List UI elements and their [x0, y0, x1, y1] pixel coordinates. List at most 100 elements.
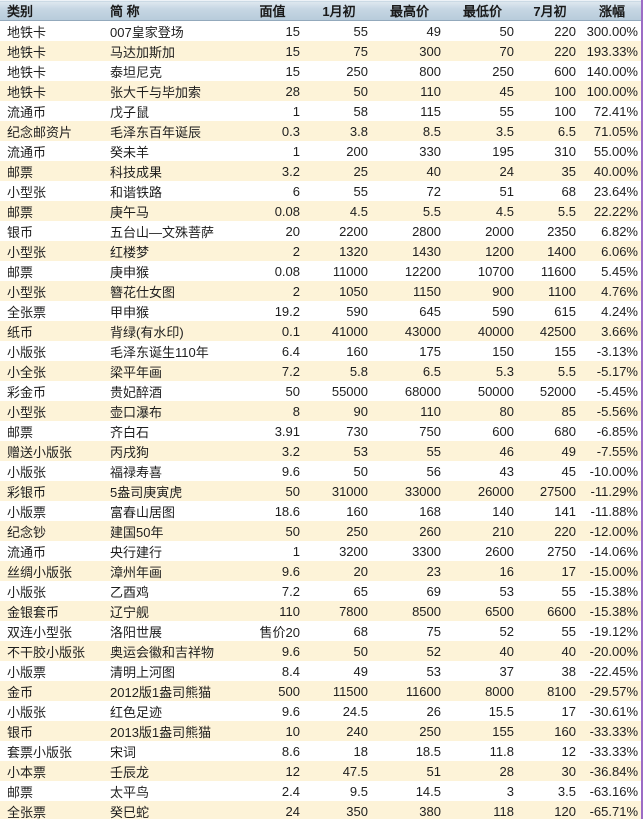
table-row: 小版张 毛泽东诞生110年 6.4 160 175 150 155 -3.13% [0, 341, 643, 361]
cell-face-value: 24 [285, 803, 300, 819]
table-row: 邮票 科技成果 3.2 25 40 24 35 40.00% [0, 161, 643, 181]
cell-category: 纪念钞 [7, 524, 47, 540]
cell-lowest: 4.5 [495, 203, 514, 219]
cell-short-name: 5盎司庚寅虎 [110, 484, 183, 500]
cell-short-name: 癸巳蛇 [110, 804, 150, 819]
cell-change: 6.82% [601, 223, 638, 239]
cell-early-jul: 12 [561, 743, 576, 759]
cell-change: -3.13% [596, 343, 638, 359]
cell-change: -10.00% [589, 463, 638, 479]
cell-early-jan: 1320 [339, 243, 368, 259]
cell-highest: 300 [419, 43, 441, 59]
cell-face-value: 15 [285, 63, 300, 79]
cell-face-value: 7.2 [281, 363, 300, 379]
cell-highest: 168 [419, 503, 441, 519]
cell-highest: 110 [420, 403, 441, 419]
table-row: 流通币 戊子鼠 1 58 115 55 100 72.41% [0, 101, 643, 121]
cell-category: 银币 [7, 224, 34, 240]
cell-lowest: 80 [499, 403, 514, 419]
cell-early-jan: 7800 [339, 603, 368, 619]
cell-highest: 12200 [404, 263, 441, 279]
cell-short-name: 簪花仕女图 [110, 284, 176, 300]
cell-early-jul: 120 [554, 803, 576, 819]
cell-category: 地铁卡 [7, 24, 47, 40]
cell-highest: 68000 [404, 383, 441, 399]
cell-early-jan: 240 [346, 723, 368, 739]
cell-early-jul: 141 [554, 503, 576, 519]
cell-change: 6.06% [601, 243, 638, 259]
cell-category: 流通币 [7, 144, 47, 160]
cell-short-name: 2012版1盎司熊猫 [110, 684, 212, 700]
table-row: 不干胶小版张 奥运会徽和吉祥物 9.6 50 52 40 40 -20.00% [0, 641, 643, 661]
cell-face-value: 8.6 [281, 743, 300, 759]
cell-lowest: 2600 [485, 543, 514, 559]
cell-lowest: 37 [499, 663, 514, 679]
cell-early-jan: 55000 [331, 383, 368, 399]
cell-lowest: 1200 [485, 243, 514, 259]
cell-highest: 69 [426, 583, 441, 599]
cell-early-jul: 45 [561, 463, 576, 479]
cell-highest: 5.5 [422, 203, 441, 219]
cell-short-name: 贵妃醉酒 [110, 384, 163, 400]
cell-lowest: 70 [499, 43, 514, 59]
cell-face-value: 10 [285, 723, 300, 739]
cell-change: -5.45% [596, 383, 638, 399]
cell-highest: 43000 [404, 323, 441, 339]
cell-early-jan: 3200 [339, 543, 368, 559]
cell-highest: 14.5 [415, 783, 441, 799]
cell-highest: 11600 [405, 683, 441, 699]
cell-early-jul: 3.5 [557, 783, 576, 799]
cell-category: 小版票 [7, 504, 47, 520]
table-row: 纪念钞 建国50年 50 250 260 210 220 -12.00% [0, 521, 643, 541]
cell-category: 地铁卡 [7, 64, 47, 80]
cell-lowest: 140 [492, 503, 514, 519]
table-row: 小全张 梁平年画 7.2 5.8 6.5 5.3 5.5 -5.17% [0, 361, 643, 381]
cell-early-jan: 4.5 [349, 203, 368, 219]
cell-short-name: 马达加斯加 [110, 44, 176, 60]
cell-change: -11.29% [590, 483, 638, 499]
cell-change: 3.66% [601, 323, 638, 339]
cell-short-name: 庚午马 [110, 204, 150, 220]
column-header-highest: 最高价 [373, 0, 446, 21]
cell-change: -22.45% [589, 663, 638, 679]
cell-highest: 175 [419, 343, 441, 359]
cell-early-jul: 68 [561, 183, 576, 199]
cell-face-value: 18.6 [274, 503, 300, 519]
cell-early-jul: 5.5 [557, 203, 576, 219]
cell-early-jul: 85 [561, 403, 576, 419]
cell-change: -29.57% [589, 683, 638, 699]
cell-category: 金币 [7, 684, 34, 700]
cell-early-jul: 17 [561, 563, 576, 579]
cell-highest: 330 [419, 143, 441, 159]
cell-change: -15.38% [589, 603, 638, 619]
cell-lowest: 210 [492, 523, 514, 539]
cell-category: 彩银币 [7, 484, 47, 500]
cell-category: 地铁卡 [7, 44, 47, 60]
cell-change: 23.64% [593, 183, 638, 199]
cell-early-jan: 25 [353, 163, 368, 179]
cell-face-value: 15 [285, 43, 300, 59]
cell-highest: 2800 [412, 223, 441, 239]
cell-lowest: 11.8 [489, 743, 514, 759]
table-row: 小型张 簪花仕女图 2 1050 1150 900 1100 4.76% [0, 281, 643, 301]
cell-early-jul: 38 [561, 663, 576, 679]
cell-short-name: 壶口瀑布 [110, 404, 163, 420]
cell-early-jan: 24.5 [342, 703, 368, 719]
cell-face-value: 9.6 [281, 463, 300, 479]
cell-early-jan: 90 [353, 403, 368, 419]
table-row: 丝绸小版张 漳州年画 9.6 20 23 16 17 -15.00% [0, 561, 643, 581]
cell-face-value: 6.4 [281, 343, 300, 359]
cell-face-value: 20 [285, 223, 300, 239]
cell-change: -63.16% [589, 783, 638, 799]
cell-short-name: 宋词 [110, 744, 137, 760]
cell-highest: 23 [426, 563, 441, 579]
cell-early-jan: 350 [346, 803, 368, 819]
cell-early-jan: 9.5 [349, 783, 368, 799]
cell-change: 40.00% [593, 163, 638, 179]
cell-lowest: 900 [492, 283, 514, 299]
cell-face-value: 2.4 [281, 783, 300, 799]
table-row: 金币 2012版1盎司熊猫 500 11500 11600 8000 8100 -29.57% [0, 681, 643, 701]
table-row: 银币 五台山—文殊菩萨 20 2200 2800 2000 2350 6.82% [0, 221, 643, 241]
cell-short-name: 毛泽东诞生110年 [110, 344, 209, 360]
column-header-short-name: 简 称 [103, 0, 240, 21]
